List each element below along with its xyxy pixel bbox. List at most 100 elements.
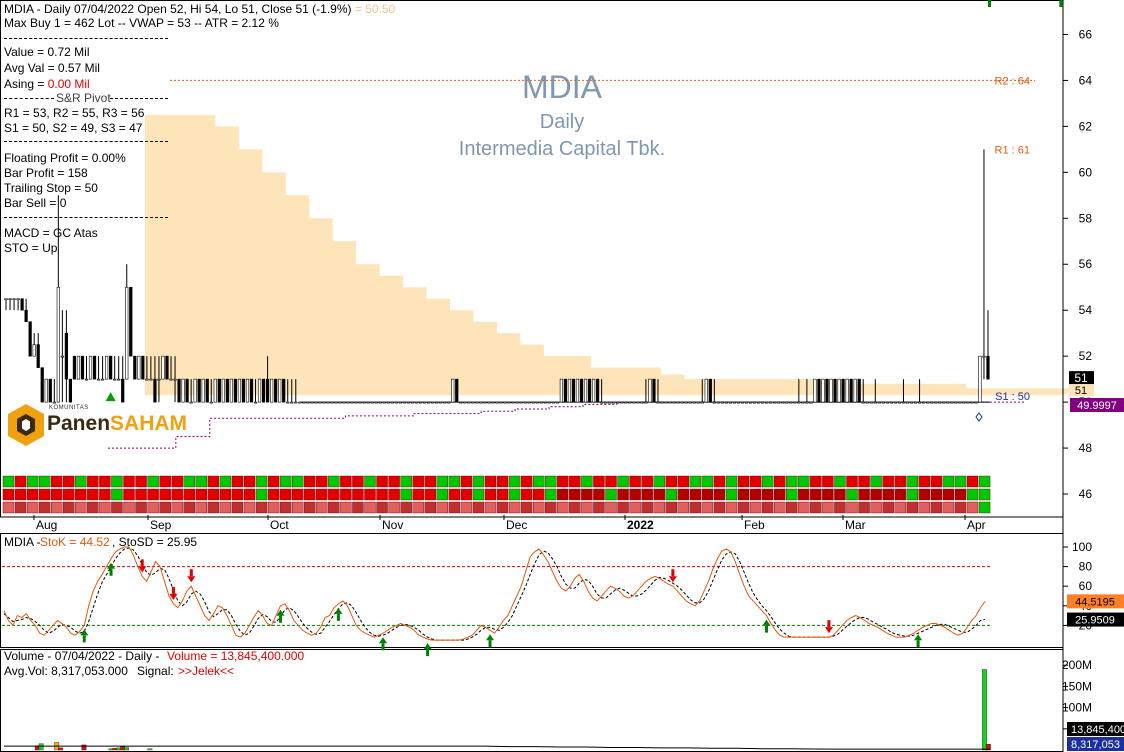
price-candle-body <box>543 401 547 404</box>
price-candle-body <box>394 401 398 404</box>
signal-strip-cell <box>147 501 159 514</box>
price-candle-body <box>52 401 56 404</box>
sell-arrow-icon <box>824 627 833 634</box>
price-candle-body <box>640 401 644 404</box>
price-candle-body <box>447 401 451 404</box>
signal-strip-cell <box>870 488 882 501</box>
signal-strip-cell <box>749 501 762 514</box>
signal-strip-cell <box>834 475 846 488</box>
signal-strip-cell <box>858 501 870 514</box>
price-candle-body <box>398 401 403 404</box>
price-candle-body <box>483 401 487 404</box>
signal-strip-cell <box>231 488 244 501</box>
price-candle-body <box>732 401 737 404</box>
price-candle-body <box>873 401 877 404</box>
signal-strip-cell <box>617 488 629 501</box>
buy-arrow-icon <box>276 609 285 616</box>
signal-strip-cell <box>545 488 557 501</box>
price-candle-body <box>921 401 926 404</box>
signal-strip-cell <box>436 488 448 501</box>
price-candle-body <box>596 378 600 403</box>
price-candle-body <box>612 401 616 404</box>
price-candle-body <box>696 401 700 404</box>
price-candle-body <box>225 378 229 403</box>
price-candle-body <box>958 401 962 404</box>
signal-strip-cell <box>569 475 581 488</box>
buy-arrow-icon <box>987 0 991 7</box>
signal-strip-cell <box>304 501 316 514</box>
price-candle-body <box>286 401 290 404</box>
price-candle-body <box>129 286 133 357</box>
signal-strip-cell <box>593 501 605 514</box>
signal-strip-cell <box>448 501 461 514</box>
signal-strip-cell <box>460 475 473 488</box>
signal-strip-cell <box>677 488 689 501</box>
price-candle-body <box>76 355 81 380</box>
price-candle-body <box>36 344 40 368</box>
time-axis-label: 2022 <box>627 518 654 532</box>
price-candle-body <box>354 401 358 404</box>
price-candle-body <box>410 401 415 404</box>
price-candle-body <box>221 378 225 403</box>
price-axis-label: 56 <box>1079 257 1093 271</box>
trailing-stop-text: Trailing Stop = 50 <box>4 181 98 195</box>
signal-strip-cell <box>87 501 99 514</box>
volume-axis-label: 100M <box>1062 701 1092 715</box>
price-candle-body <box>48 378 52 403</box>
signal-strip-cell <box>412 501 424 514</box>
signal-strip-cell <box>472 475 485 488</box>
signal-strip-cell <box>328 501 340 514</box>
price-candle-body <box>656 401 660 404</box>
price-candle-body <box>901 401 906 404</box>
price-candle-body <box>153 378 157 403</box>
price-axis-label: 46 <box>1079 487 1093 501</box>
price-candle-body <box>422 401 427 404</box>
signal-strip-cell <box>605 501 617 514</box>
signal-strip-cell <box>328 488 340 501</box>
price-candle-body <box>692 401 696 404</box>
bar-profit-text: Bar Profit = 158 <box>4 166 88 180</box>
price-candle-body <box>551 401 555 404</box>
price-candle-body <box>913 401 918 404</box>
signal-strip-cell <box>38 488 51 501</box>
price-candle-body <box>604 401 608 404</box>
price-candle-body <box>92 355 97 380</box>
price-axis-label: 62 <box>1079 119 1093 133</box>
price-candle-body <box>338 401 342 404</box>
signal-strip-cell <box>520 488 533 501</box>
ohlc-summary: MDIA - Daily 07/04/2022 Open 52, Hi 54, … <box>4 2 352 16</box>
signal-strip-cell <box>882 488 894 501</box>
price-candle-body <box>970 401 974 404</box>
price-candle-body <box>720 401 724 404</box>
price-candle-body <box>805 401 809 404</box>
panen-saham-logo: KOMUNITAS PanenSAHAM <box>4 402 224 450</box>
buy-arrow-icon <box>109 568 113 576</box>
signal-strip-cell <box>737 501 750 514</box>
price-candle-body <box>241 378 246 403</box>
signal-strip-cell <box>737 488 750 501</box>
signal-strip-cell <box>207 488 220 501</box>
price-candle-body <box>676 401 680 404</box>
signal-strip-cell <box>159 501 171 514</box>
signal-strip-cell <box>63 488 75 501</box>
signal-strip-cell <box>484 501 497 514</box>
price-candle-body <box>624 401 628 404</box>
signal-strip-cell <box>882 501 894 514</box>
stoch-axis-label: 100 <box>1072 540 1092 554</box>
signal-strip-cell <box>376 488 388 501</box>
signal-strip-cell <box>966 488 979 501</box>
price-candle-body <box>648 378 652 403</box>
signal-strip-cell <box>713 501 726 514</box>
stop-price-tag-label: 49.9997 <box>1077 400 1117 412</box>
price-candle-body <box>708 378 712 403</box>
signal-strip-cell <box>460 488 473 501</box>
price-candle-body <box>294 401 298 404</box>
signal-strip-cell <box>219 475 232 488</box>
signal-strip-cell <box>2 475 15 488</box>
signal-strip-cell <box>400 501 412 514</box>
signal-strip-cell <box>436 475 448 488</box>
signal-strip-cell <box>918 488 930 501</box>
stoch-d-tag-label: 25.9509 <box>1075 615 1115 627</box>
volume-bar <box>81 744 87 751</box>
signal-strip-cell <box>292 488 304 501</box>
